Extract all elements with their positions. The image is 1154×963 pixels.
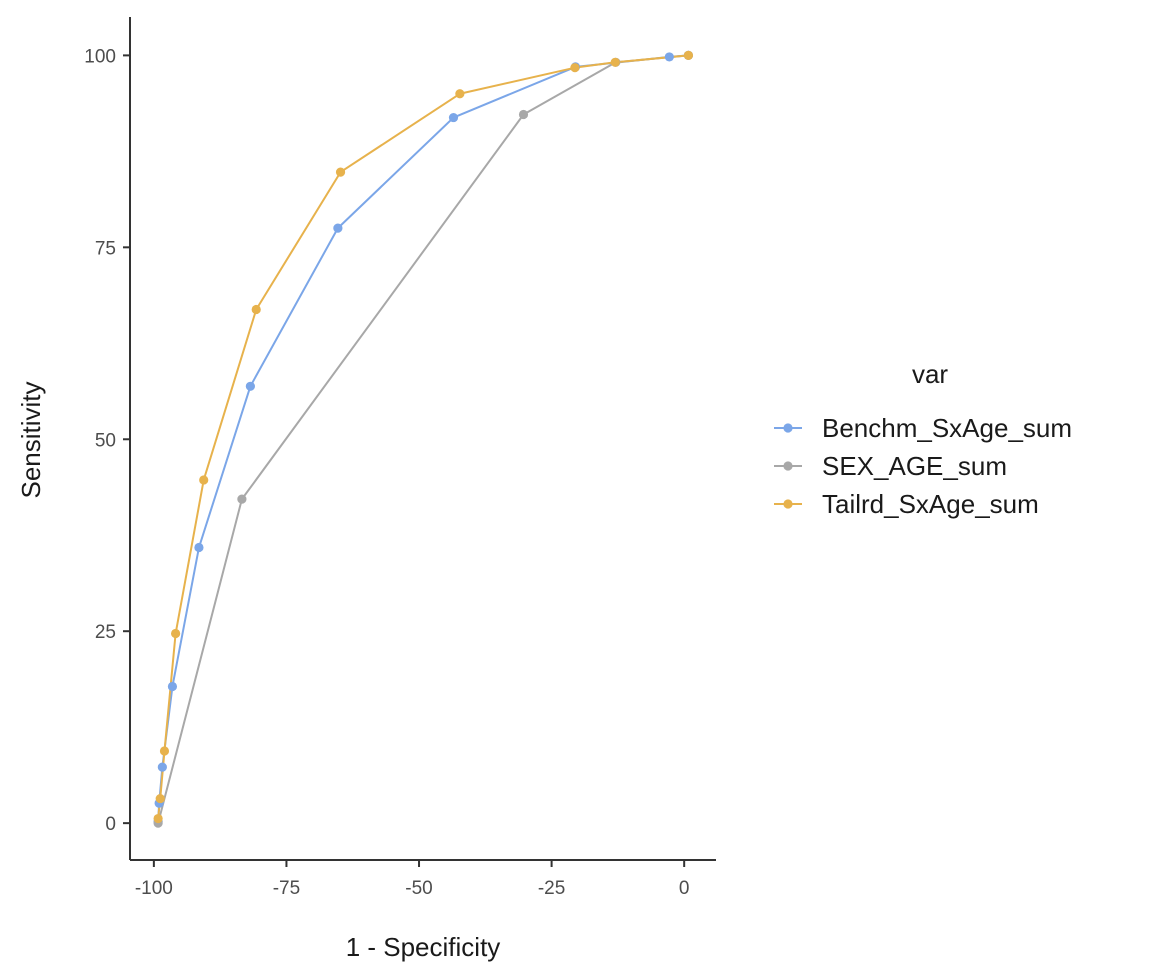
data-point	[245, 381, 255, 391]
x-axis-title: 1 - Specificity	[346, 932, 501, 962]
data-point	[171, 628, 181, 639]
legend-key-point	[783, 423, 793, 433]
data-point	[448, 112, 459, 123]
data-point	[153, 813, 163, 824]
legend-label: SEX_AGE_sum	[822, 451, 1007, 481]
y-tick-label: 75	[95, 238, 116, 259]
data-point	[155, 793, 165, 804]
x-axis-ticks: -100 -75 -50 -25 0	[135, 860, 690, 899]
y-tick-label: 100	[84, 46, 116, 67]
data-point	[251, 304, 261, 315]
legend-key-point	[783, 499, 793, 509]
data-point	[159, 746, 170, 756]
data-point	[157, 762, 167, 772]
legend-items: Benchm_SxAge_sum SEX_AGE_sum Tailrd_SxAge_…	[774, 413, 1072, 519]
legend-item: Tailrd_SxAge_sum	[774, 489, 1039, 519]
legend: var Benchm_SxAge_sum SEX_AGE_sum Tailrd_Sx…	[774, 359, 1072, 519]
x-tick-label: 0	[679, 878, 690, 899]
series-line-Benchm_SxAge_sum	[157, 54, 689, 822]
y-tick-label: 50	[95, 430, 116, 451]
plot-panel	[153, 50, 694, 828]
data-point	[167, 681, 178, 692]
legend-label: Tailrd_SxAge_sum	[822, 489, 1039, 519]
data-point	[683, 50, 694, 60]
data-point	[570, 63, 580, 73]
x-tick-label: -100	[135, 878, 173, 899]
data-point	[194, 542, 204, 553]
data-point	[610, 57, 620, 67]
data-point	[518, 109, 529, 120]
data-point	[199, 475, 209, 485]
legend-item: Benchm_SxAge_sum	[774, 413, 1072, 443]
data-point	[335, 167, 346, 177]
data-point	[664, 52, 674, 62]
y-axis-ticks: 0 25 50 75 100	[84, 46, 130, 835]
data-point	[333, 223, 343, 233]
x-tick-label: -25	[538, 878, 565, 899]
y-axis-title: Sensitivity	[16, 381, 46, 498]
series-line-SEX_AGE_sum	[157, 54, 689, 824]
y-tick-label: 0	[105, 814, 116, 835]
y-tick-label: 25	[95, 622, 116, 643]
legend-key-point	[783, 461, 793, 471]
legend-title: var	[912, 359, 948, 389]
x-tick-label: -50	[405, 878, 432, 899]
x-tick-label: -75	[273, 878, 300, 899]
legend-label: Benchm_SxAge_sum	[822, 413, 1072, 443]
data-point	[237, 494, 247, 504]
series-lines	[157, 54, 689, 824]
data-point	[455, 89, 465, 99]
series-points	[153, 50, 694, 828]
legend-item: SEX_AGE_sum	[774, 451, 1007, 481]
series-line-Tailrd_SxAge_sum	[157, 54, 689, 819]
